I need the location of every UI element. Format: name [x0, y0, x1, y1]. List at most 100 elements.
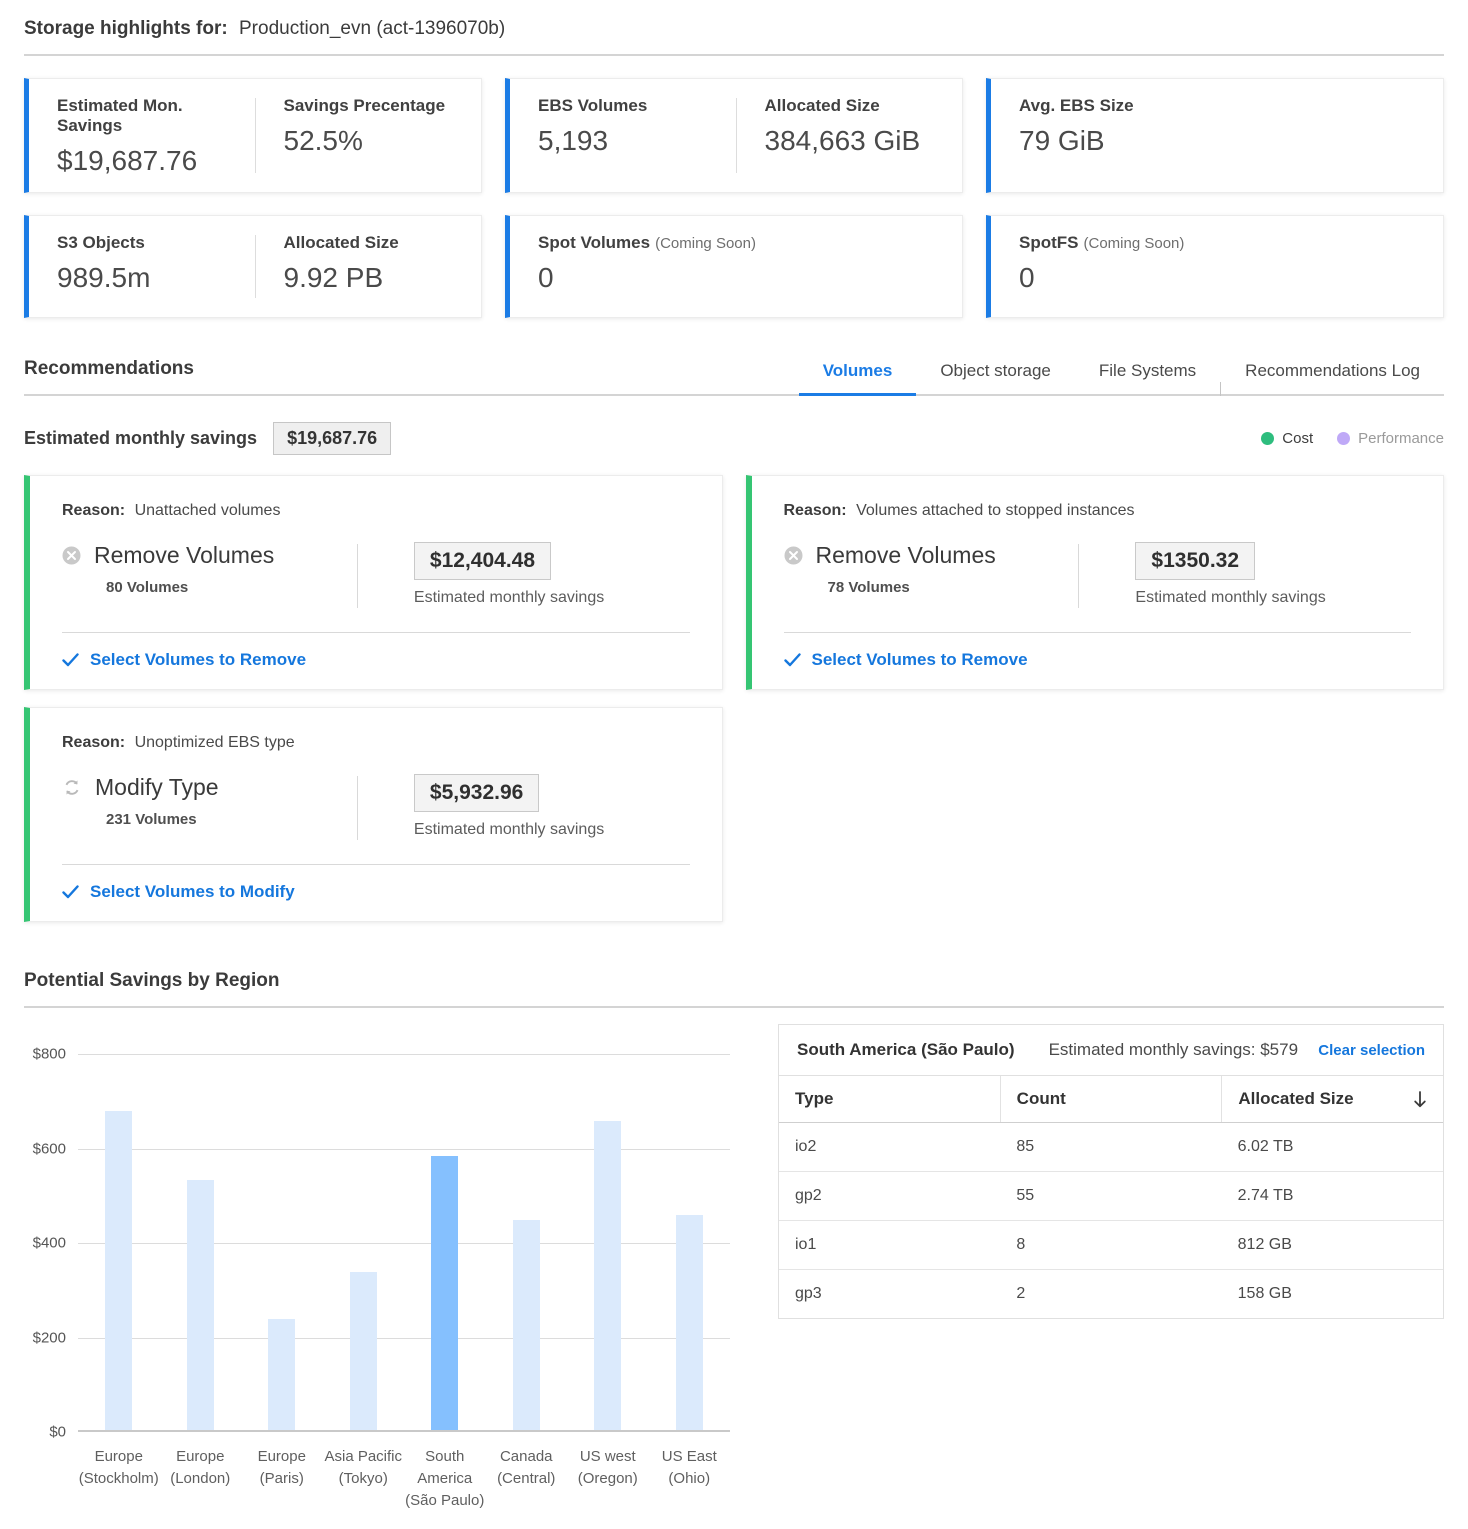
x-axis-label: Europe (London) — [170, 1448, 231, 1487]
card-avg-ebs-size: Avg. EBS Size 79 GiB — [986, 78, 1444, 193]
column-header-type[interactable]: Type — [795, 1089, 834, 1108]
column-header-allocated-size[interactable]: Allocated Size — [1221, 1076, 1443, 1122]
card-value: 52.5% — [283, 125, 363, 156]
remove-circle-icon — [784, 546, 803, 565]
volume-count: 78 Volumes — [827, 579, 910, 596]
tab-recommendations-log[interactable]: Recommendations Log — [1245, 361, 1420, 380]
highlight-cards-grid: Estimated Mon. Savings $19,687.76 Saving… — [24, 78, 1444, 318]
coming-soon-note: (Coming Soon) — [655, 235, 756, 252]
chart-and-table: $800 $600 $400 $200 $0 Europe (Stockholm) Euro… — [24, 1008, 1444, 1511]
amount-caption: Estimated monthly savings — [413, 821, 605, 838]
reason-line: Reason: Volumes attached to stopped inst… — [784, 502, 1412, 520]
card-value: 9.92 PB — [283, 262, 384, 293]
table-title: South America (São Paulo) — [797, 1040, 1015, 1059]
chart-plot — [78, 1054, 730, 1432]
tab-file-systems[interactable]: File Systems — [1098, 361, 1197, 380]
chart-bar[interactable] — [431, 1156, 459, 1430]
check-icon — [62, 885, 79, 899]
y-axis-tick: $600 — [32, 1140, 66, 1157]
remove-circle-icon — [62, 546, 81, 565]
chart-bar[interactable] — [186, 1179, 214, 1430]
action-title: Remove Volumes — [815, 542, 996, 568]
chart-bar[interactable] — [512, 1219, 540, 1430]
performance-dot-icon — [1337, 432, 1351, 445]
cta-row: Select Volumes to Remove — [783, 633, 1412, 689]
chart-bar[interactable] — [268, 1318, 296, 1430]
legend-label: Performance — [1358, 430, 1444, 447]
card-value: 79 GiB — [1019, 125, 1105, 156]
gridline — [78, 1054, 730, 1055]
card-label: Savings Precentage — [283, 96, 446, 115]
rec-card-stopped-instances: Reason: Volumes attached to stopped inst… — [745, 475, 1444, 690]
bar-slot — [160, 1054, 242, 1430]
card-label-text: SpotFS — [1019, 233, 1079, 252]
savings-row: Estimated monthly savings $19,687.76 Cos… — [24, 422, 1444, 455]
reason-text: Unattached volumes — [134, 502, 281, 519]
modify-cycle-icon — [62, 778, 82, 797]
clear-selection-link[interactable]: Clear selection — [1318, 1041, 1425, 1059]
card-column-divider — [254, 98, 256, 173]
table-cell: io1 — [795, 1236, 817, 1253]
table-cell: 812 GB — [1237, 1236, 1292, 1253]
chart-y-axis: $800 $600 $400 $200 $0 — [24, 1046, 78, 1441]
chart-bar[interactable] — [349, 1271, 377, 1430]
legend-label: Cost — [1282, 430, 1314, 447]
tab-separator — [1220, 382, 1222, 396]
table-cell: 85 — [1016, 1138, 1035, 1155]
x-axis-label: Asia Pacific (Tokyo) — [324, 1448, 403, 1487]
card-label: EBS Volumes — [538, 96, 648, 115]
legend-item-cost: Cost — [1261, 430, 1313, 447]
table-cell: io2 — [795, 1138, 817, 1155]
column-header-count[interactable]: Count — [999, 1076, 1222, 1122]
rec-card-divider — [1078, 544, 1080, 608]
rec-card-hdivider — [62, 632, 690, 633]
card-label-text: Spot Volumes — [538, 233, 651, 252]
chart-bars — [78, 1054, 730, 1430]
column-header-label: Allocated Size — [1238, 1089, 1354, 1108]
chart-legend: Cost Performance — [1261, 430, 1444, 447]
rec-card-divider — [356, 544, 358, 608]
savings-amount: $1350.32 — [1135, 542, 1256, 580]
y-axis-tick: $800 — [32, 1045, 66, 1063]
page-header: Storage highlights for: Production_evn (… — [0, 0, 1468, 56]
chart-bar[interactable] — [105, 1111, 133, 1430]
card-label: SpotFS (Coming Soon) — [1019, 233, 1415, 253]
chart-bar[interactable] — [675, 1215, 703, 1430]
table-cell: 8 — [1016, 1236, 1026, 1253]
card-column: Savings Precentage 52.5% — [256, 94, 482, 177]
select-volumes-to-remove-link[interactable]: Select Volumes to Remove — [90, 650, 307, 669]
rec-amount-block: $5,932.96 Estimated monthly savings — [358, 774, 604, 839]
tab-object-storage[interactable]: Object storage — [940, 361, 1051, 380]
rec-amount-block: $1350.32 Estimated monthly savings — [1079, 542, 1326, 607]
amount-caption: Estimated monthly savings — [413, 589, 605, 606]
reason-label: Reason: — [62, 734, 126, 751]
table-cell: gp2 — [795, 1187, 822, 1204]
select-volumes-to-modify-link[interactable]: Select Volumes to Modify — [90, 882, 295, 901]
card-label: Allocated Size — [283, 233, 399, 252]
table-row: gp3 2 158 GB — [779, 1270, 1443, 1318]
savings-amount: $12,404.48 — [413, 542, 552, 580]
table-cell: gp3 — [795, 1285, 822, 1302]
table-cell: 6.02 TB — [1237, 1138, 1294, 1155]
reason-label: Reason: — [62, 502, 126, 519]
x-axis-label: Europe (Paris) — [257, 1448, 306, 1487]
x-axis-label: South America (São Paulo) — [405, 1448, 485, 1509]
sort-descending-icon[interactable] — [1413, 1090, 1427, 1108]
card-column: Allocated Size 384,663 GiB — [737, 94, 963, 177]
gridline — [78, 1337, 730, 1339]
card-label: S3 Objects — [57, 233, 145, 252]
tab-volumes[interactable]: Volumes — [798, 361, 917, 396]
action-title: Remove Volumes — [94, 542, 275, 568]
bar-slot — [486, 1054, 568, 1430]
table-header: South America (São Paulo) Estimated mont… — [779, 1025, 1443, 1075]
chart-bar[interactable] — [594, 1120, 622, 1430]
bar-slot — [404, 1054, 486, 1430]
card-value: 0 — [1019, 262, 1035, 293]
select-volumes-to-remove-link[interactable]: Select Volumes to Remove — [811, 650, 1028, 669]
recommendations-title: Recommendations — [24, 358, 194, 379]
volume-count: 231 Volumes — [106, 811, 197, 828]
table-row: io1 8 812 GB — [779, 1221, 1443, 1270]
card-column: SpotFS (Coming Soon) 0 — [991, 231, 1443, 302]
savings-badge: $19,687.76 — [273, 422, 392, 455]
